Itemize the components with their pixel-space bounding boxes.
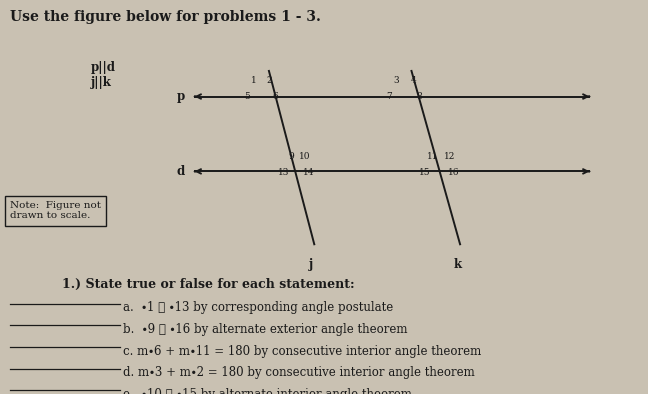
Text: 12: 12 (444, 152, 456, 161)
Text: 5: 5 (244, 92, 250, 101)
Text: 1: 1 (251, 76, 256, 85)
Text: 9: 9 (288, 152, 294, 161)
Text: b.  ∙9 ≅ ∙16 by alternate exterior angle theorem: b. ∙9 ≅ ∙16 by alternate exterior angle … (123, 323, 408, 336)
Text: 8: 8 (417, 92, 422, 101)
Text: 10: 10 (299, 152, 310, 161)
Text: a.  ∙1 ≅ ∙13 by corresponding angle postulate: a. ∙1 ≅ ∙13 by corresponding angle postu… (123, 301, 393, 314)
Text: d. m∙3 + m∙2 = 180 by consecutive interior angle theorem: d. m∙3 + m∙2 = 180 by consecutive interi… (123, 366, 475, 379)
Text: d: d (176, 165, 185, 178)
Text: 11: 11 (426, 152, 438, 161)
Text: 7: 7 (387, 92, 392, 101)
Text: 13: 13 (277, 168, 289, 177)
Text: 14: 14 (303, 168, 315, 177)
Text: p||d
j||k: p||d j||k (91, 61, 116, 89)
Text: 1.) State true or false for each statement:: 1.) State true or false for each stateme… (62, 278, 354, 291)
Text: 6: 6 (272, 92, 277, 101)
Text: 4: 4 (411, 76, 416, 85)
Text: c. m∙6 + m∙11 = 180 by consecutive interior angle theorem: c. m∙6 + m∙11 = 180 by consecutive inter… (123, 345, 481, 358)
Text: 16: 16 (448, 168, 459, 177)
Text: p: p (176, 90, 185, 103)
Text: k: k (454, 258, 461, 271)
Text: 2: 2 (266, 76, 272, 85)
Text: 15: 15 (419, 168, 430, 177)
Text: Use the figure below for problems 1 - 3.: Use the figure below for problems 1 - 3. (10, 10, 321, 24)
Text: j: j (309, 258, 313, 271)
Text: Note:  Figure not
drawn to scale.: Note: Figure not drawn to scale. (10, 201, 100, 220)
Text: e.  ∙10 ≅ ∙15 by alternate interior angle theorem: e. ∙10 ≅ ∙15 by alternate interior angle… (123, 388, 412, 394)
Text: 3: 3 (393, 76, 399, 85)
